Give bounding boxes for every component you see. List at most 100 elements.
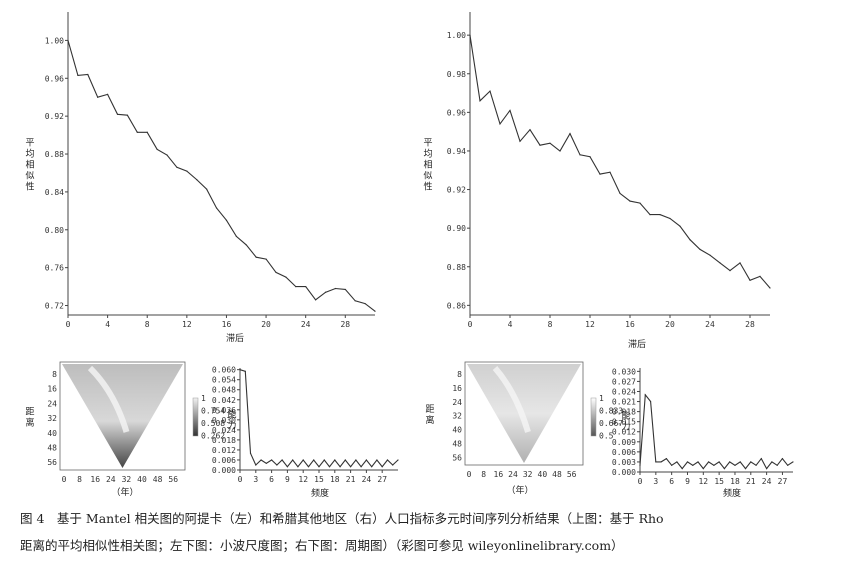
- y-tick-label-0: 1.00: [45, 36, 64, 45]
- data-point-1: [609, 171, 611, 173]
- data-point-1: [679, 225, 681, 227]
- x-tick-label-3: 3: [253, 475, 258, 484]
- x-tick-label-0: 28: [340, 320, 350, 329]
- y-axis-title-4: 距: [425, 404, 434, 415]
- y-tick-label-1: 0.98: [447, 70, 466, 79]
- x-tick-label-0: 16: [222, 320, 232, 329]
- data-point-5: [692, 464, 694, 466]
- x-tick-label-1: 4: [508, 320, 513, 329]
- x-tick-label-3: 24: [362, 475, 372, 484]
- x-axis-title-0: 滞后: [226, 333, 244, 344]
- y-tick-label-3: 0.060: [212, 366, 236, 375]
- data-point-0: [206, 188, 208, 190]
- x-tick-label-5: 27: [778, 477, 788, 486]
- x-tick-label-0: 24: [301, 320, 311, 329]
- data-point-5: [739, 461, 741, 463]
- y-tick-label-0: 0.92: [45, 112, 64, 121]
- x-tick-label-1: 24: [705, 320, 715, 329]
- y-tick-label-0: 0.84: [45, 188, 64, 197]
- y-tick-label-4: 8: [457, 370, 462, 379]
- y-tick-label-3: 0.042: [212, 396, 236, 405]
- y-axis-title-2: 距: [25, 407, 34, 418]
- y-tick-label-3: 0.048: [212, 386, 236, 395]
- data-point-3: [371, 466, 373, 468]
- data-point-5: [734, 464, 736, 466]
- x-tick-label-1: 28: [745, 320, 755, 329]
- figure-caption: 图 4 基于 Mantel 相关图的阿提卡（左）和希腊其他地区（右）人口指标多元…: [20, 505, 840, 559]
- data-point-3: [292, 459, 294, 461]
- x-tick-label-4: 16: [494, 470, 504, 479]
- data-point-5: [665, 457, 667, 460]
- data-point-1: [529, 129, 531, 131]
- data-point-5: [750, 461, 752, 463]
- data-point-1: [509, 109, 511, 112]
- x-tick-label-0: 4: [105, 320, 110, 329]
- colorbar-label-2: 0.508: [201, 419, 225, 428]
- data-point-1: [589, 156, 591, 158]
- y-tick-label-4: 32: [452, 412, 462, 421]
- y-tick-label-5: 0.018: [612, 408, 636, 417]
- x-tick-label-4: 48: [552, 470, 562, 479]
- data-point-5: [781, 457, 784, 460]
- data-point-3: [286, 466, 288, 468]
- y-tick-label-3: 0.000: [212, 466, 236, 475]
- colorbar-label-4: 0.5: [599, 432, 614, 441]
- data-point-3: [334, 459, 336, 461]
- y-axis-title-0: 似: [25, 171, 34, 182]
- data-point-0: [67, 39, 69, 42]
- data-point-1: [569, 132, 571, 135]
- x-tick-label-3: 27: [377, 475, 387, 484]
- data-point-0: [97, 96, 99, 98]
- data-point-0: [196, 178, 198, 181]
- x-tick-label-2: 56: [168, 475, 178, 484]
- data-point-5: [660, 461, 662, 463]
- data-point-5: [787, 464, 789, 466]
- x-tick-label-3: 6: [269, 475, 274, 484]
- colorbar-label-2: 1: [201, 394, 206, 403]
- data-point-1: [489, 90, 491, 92]
- data-point-1: [619, 192, 621, 195]
- data-point-1: [629, 200, 631, 202]
- data-point-1: [739, 262, 741, 264]
- x-tick-label-5: 0: [638, 477, 643, 486]
- data-point-1: [759, 275, 761, 278]
- y-tick-label-3: 0.012: [212, 446, 236, 455]
- data-point-1: [719, 262, 721, 264]
- x-tick-label-3: 18: [330, 475, 340, 484]
- data-point-5: [671, 464, 673, 466]
- data-point-0: [305, 285, 307, 288]
- data-point-0: [116, 113, 119, 115]
- data-point-5: [697, 461, 699, 463]
- data-point-1: [659, 214, 661, 216]
- x-tick-label-3: 21: [346, 475, 356, 484]
- data-point-0: [176, 166, 178, 168]
- x-tick-label-0: 20: [261, 320, 271, 329]
- y-tick-label-0: 0.72: [45, 302, 64, 311]
- colorbar-label-4: 1: [599, 394, 604, 403]
- data-point-3: [276, 464, 278, 466]
- data-point-3: [265, 462, 267, 464]
- data-point-3: [318, 466, 320, 468]
- y-tick-label-0: 0.96: [45, 74, 64, 83]
- data-point-1: [519, 140, 521, 142]
- data-point-5: [776, 464, 778, 466]
- data-point-3: [249, 452, 252, 454]
- data-point-5: [792, 461, 794, 463]
- x-tick-label-3: 12: [298, 475, 308, 484]
- x-tick-label-2: 40: [137, 475, 147, 484]
- y-tick-label-2: 8: [52, 370, 57, 379]
- data-point-3: [281, 459, 283, 461]
- y-tick-label-4: 40: [452, 426, 462, 435]
- data-point-3: [255, 464, 257, 466]
- y-axis-title-0: 均: [25, 148, 34, 160]
- data-point-3: [339, 466, 341, 468]
- data-point-3: [313, 459, 315, 461]
- x-tick-label-1: 0: [468, 320, 473, 329]
- data-point-0: [215, 207, 218, 209]
- data-point-1: [729, 270, 731, 272]
- data-point-5: [729, 461, 731, 463]
- data-point-0: [364, 303, 366, 305]
- y-tick-label-3: 0.030: [212, 416, 236, 425]
- data-point-3: [386, 459, 389, 461]
- data-point-5: [766, 468, 768, 470]
